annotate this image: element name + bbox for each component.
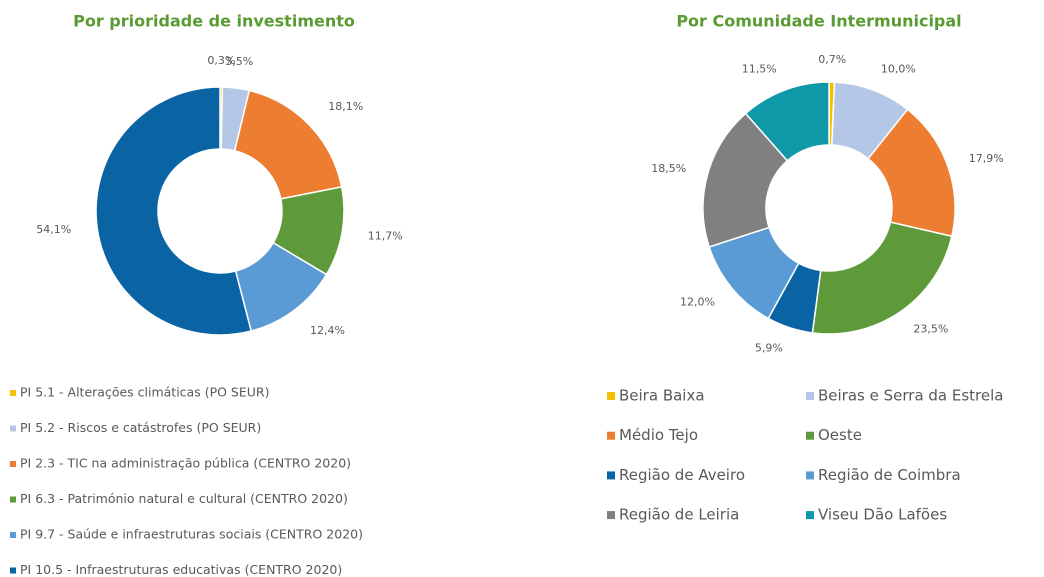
legend-swatch xyxy=(607,431,615,440)
legend-label: PI 2.3 - TIC na administração pública (C… xyxy=(20,456,351,471)
donut-slice xyxy=(233,89,343,200)
data-label: 0,3% xyxy=(207,54,235,67)
data-label: 17,9% xyxy=(969,152,1004,165)
data-label: 12,4% xyxy=(310,324,345,337)
legend-label: Beira Baixa xyxy=(619,387,705,405)
legend-swatch xyxy=(10,496,16,503)
chart-title: Por prioridade de investimento xyxy=(73,12,355,31)
legend-swatch xyxy=(806,392,814,400)
legend-label: Médio Tejo xyxy=(619,426,698,444)
legend-swatch xyxy=(10,567,16,574)
chart-title: Por Comunidade Intermunicipal xyxy=(676,12,961,31)
legend-swatch xyxy=(10,390,16,396)
donut-slice xyxy=(867,108,956,238)
legend-swatch xyxy=(607,511,615,520)
donut-slice xyxy=(811,221,953,335)
data-label: 18,1% xyxy=(328,100,363,113)
legend-label: PI 10.5 - Infraestruturas educativas (CE… xyxy=(20,562,342,577)
legend-label: Oeste xyxy=(818,426,862,444)
data-label: 3,5% xyxy=(225,55,253,68)
legend-label: Viseu Dão Lafões xyxy=(818,506,947,524)
donut-slice xyxy=(744,81,830,162)
data-label: 12,0% xyxy=(680,295,715,308)
legend-swatch xyxy=(607,471,615,480)
data-label: 54,1% xyxy=(36,223,71,236)
data-label: 5,9% xyxy=(755,342,783,355)
legend-swatch xyxy=(806,471,814,480)
legend-swatch xyxy=(10,425,16,432)
legend-swatch xyxy=(10,532,16,538)
legend-label: PI 9.7 - Saúde e infraestruturas sociais… xyxy=(20,527,363,542)
legend-label: Região de Coimbra xyxy=(818,466,961,484)
legend-label: Região de Aveiro xyxy=(619,466,745,484)
data-label: 0,7% xyxy=(818,53,846,66)
data-label: 10,0% xyxy=(881,62,916,75)
legend-label: Beiras e Serra da Estrela xyxy=(818,387,1004,405)
legend-swatch xyxy=(806,431,814,440)
donut-slice xyxy=(95,86,253,336)
legend-swatch xyxy=(607,392,615,400)
data-label: 11,5% xyxy=(742,63,777,76)
legend-label: PI 6.3 - Património natural e cultural (… xyxy=(20,491,348,506)
legend-swatch xyxy=(10,461,16,467)
legend-label: PI 5.1 - Alterações climáticas (PO SEUR) xyxy=(20,385,269,400)
legend-swatch xyxy=(806,511,814,520)
data-label: 23,5% xyxy=(913,323,948,336)
legend-label: Região de Leiria xyxy=(619,506,739,524)
legend-label: PI 5.2 - Riscos e catástrofes (PO SEUR) xyxy=(20,420,261,435)
data-label: 11,7% xyxy=(368,230,403,243)
data-label: 18,5% xyxy=(651,162,686,175)
